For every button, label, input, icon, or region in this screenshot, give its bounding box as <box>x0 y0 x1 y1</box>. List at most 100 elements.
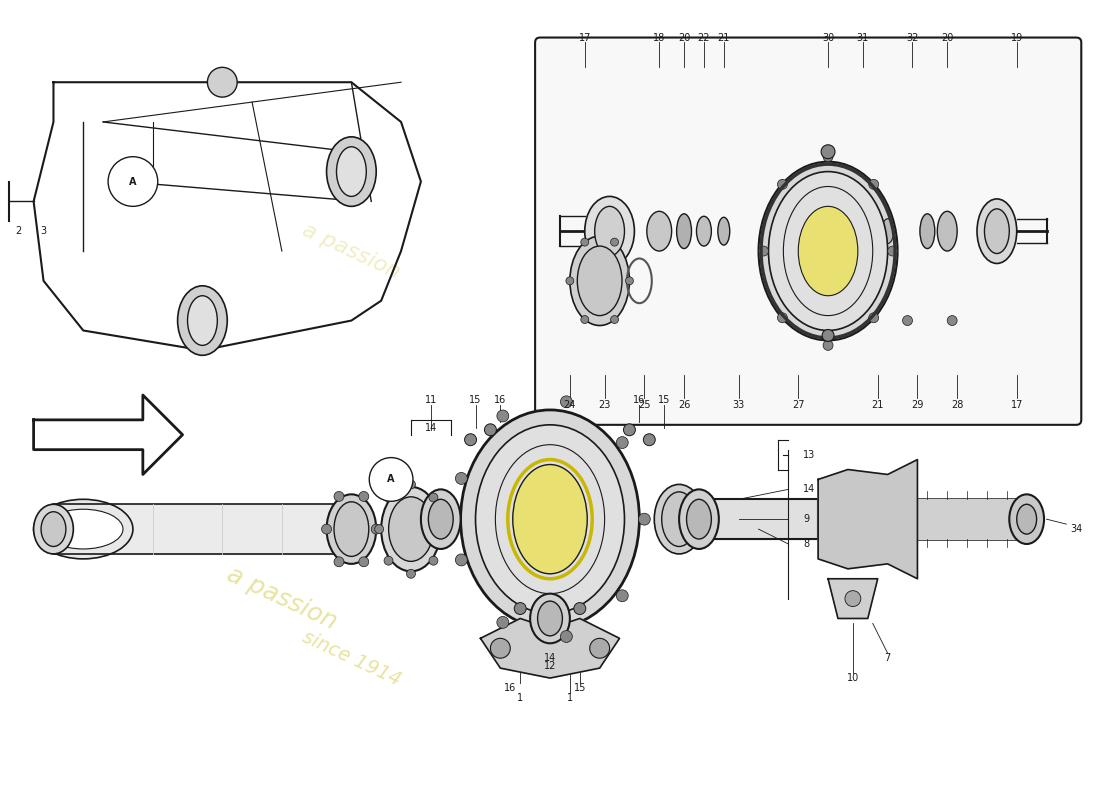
Circle shape <box>581 238 589 246</box>
Circle shape <box>845 590 861 606</box>
Circle shape <box>407 570 416 578</box>
Ellipse shape <box>920 214 935 249</box>
Text: 21: 21 <box>717 33 730 42</box>
Circle shape <box>208 67 238 97</box>
Circle shape <box>626 277 634 285</box>
Ellipse shape <box>428 499 453 539</box>
Ellipse shape <box>718 218 729 245</box>
Circle shape <box>497 410 509 422</box>
Text: 13: 13 <box>803 450 815 460</box>
Circle shape <box>823 341 833 350</box>
Ellipse shape <box>327 137 376 206</box>
Ellipse shape <box>585 197 635 266</box>
Circle shape <box>359 557 369 566</box>
Circle shape <box>610 238 618 246</box>
Ellipse shape <box>388 497 433 562</box>
Ellipse shape <box>769 171 888 330</box>
Text: 18: 18 <box>653 33 666 42</box>
Circle shape <box>581 315 589 323</box>
Text: e: e <box>780 95 817 149</box>
Circle shape <box>644 434 656 446</box>
Circle shape <box>372 524 382 534</box>
Text: 30: 30 <box>822 33 834 42</box>
Text: 20: 20 <box>940 33 954 42</box>
Ellipse shape <box>647 211 672 251</box>
Ellipse shape <box>475 425 625 614</box>
Text: a passion: a passion <box>299 220 404 282</box>
Circle shape <box>438 525 448 534</box>
Text: 2: 2 <box>15 226 22 236</box>
Circle shape <box>823 152 833 162</box>
Text: 1: 1 <box>517 693 524 703</box>
Text: 14: 14 <box>543 653 557 663</box>
Circle shape <box>616 437 628 449</box>
Ellipse shape <box>676 214 692 249</box>
Text: 15: 15 <box>658 395 670 405</box>
Circle shape <box>560 630 572 642</box>
Text: since 1914: since 1914 <box>299 627 404 690</box>
Ellipse shape <box>679 490 718 549</box>
Ellipse shape <box>461 410 639 629</box>
Ellipse shape <box>984 209 1010 254</box>
Circle shape <box>321 524 331 534</box>
Ellipse shape <box>799 206 858 296</box>
Text: 28: 28 <box>952 400 964 410</box>
Text: 22: 22 <box>697 33 711 42</box>
Ellipse shape <box>1010 494 1044 544</box>
Circle shape <box>624 424 636 436</box>
Text: 15: 15 <box>573 683 586 693</box>
Ellipse shape <box>34 499 133 559</box>
Text: 21: 21 <box>871 400 884 410</box>
Text: 7: 7 <box>884 653 891 663</box>
Ellipse shape <box>44 510 123 549</box>
Circle shape <box>590 638 609 658</box>
Circle shape <box>902 315 913 326</box>
Circle shape <box>491 638 510 658</box>
Circle shape <box>497 617 509 628</box>
Circle shape <box>407 480 416 489</box>
Ellipse shape <box>850 216 866 246</box>
Text: 9: 9 <box>803 514 810 524</box>
Ellipse shape <box>334 502 368 557</box>
Text: 15: 15 <box>470 395 482 405</box>
Circle shape <box>638 514 650 525</box>
Ellipse shape <box>937 211 957 251</box>
Text: A: A <box>129 177 136 186</box>
Circle shape <box>384 556 393 565</box>
Text: 32: 32 <box>906 33 918 42</box>
Circle shape <box>947 315 957 326</box>
Ellipse shape <box>177 286 228 355</box>
Text: 26: 26 <box>678 400 691 410</box>
Ellipse shape <box>578 246 621 315</box>
Ellipse shape <box>327 494 376 564</box>
Text: 29: 29 <box>911 400 924 410</box>
Text: 1: 1 <box>566 693 573 703</box>
Text: 25: 25 <box>638 400 650 410</box>
Ellipse shape <box>41 512 66 546</box>
Ellipse shape <box>662 492 696 546</box>
Polygon shape <box>828 578 878 618</box>
Circle shape <box>384 493 393 502</box>
Circle shape <box>359 491 369 502</box>
Ellipse shape <box>977 199 1016 263</box>
Text: 10: 10 <box>847 673 859 683</box>
Text: 33: 33 <box>733 400 745 410</box>
Circle shape <box>334 491 344 502</box>
Ellipse shape <box>595 206 625 256</box>
Circle shape <box>560 396 572 408</box>
Circle shape <box>778 313 788 322</box>
Text: 19: 19 <box>1011 33 1023 42</box>
Circle shape <box>515 602 526 614</box>
Ellipse shape <box>570 236 629 326</box>
FancyBboxPatch shape <box>535 38 1081 425</box>
Text: 3: 3 <box>41 226 46 236</box>
Text: 23: 23 <box>598 400 611 410</box>
Ellipse shape <box>421 490 461 549</box>
Circle shape <box>821 145 835 158</box>
Circle shape <box>759 246 769 256</box>
Text: 16: 16 <box>504 683 516 693</box>
Circle shape <box>375 525 384 534</box>
Ellipse shape <box>654 485 704 554</box>
Circle shape <box>565 277 574 285</box>
Text: 16: 16 <box>634 395 646 405</box>
